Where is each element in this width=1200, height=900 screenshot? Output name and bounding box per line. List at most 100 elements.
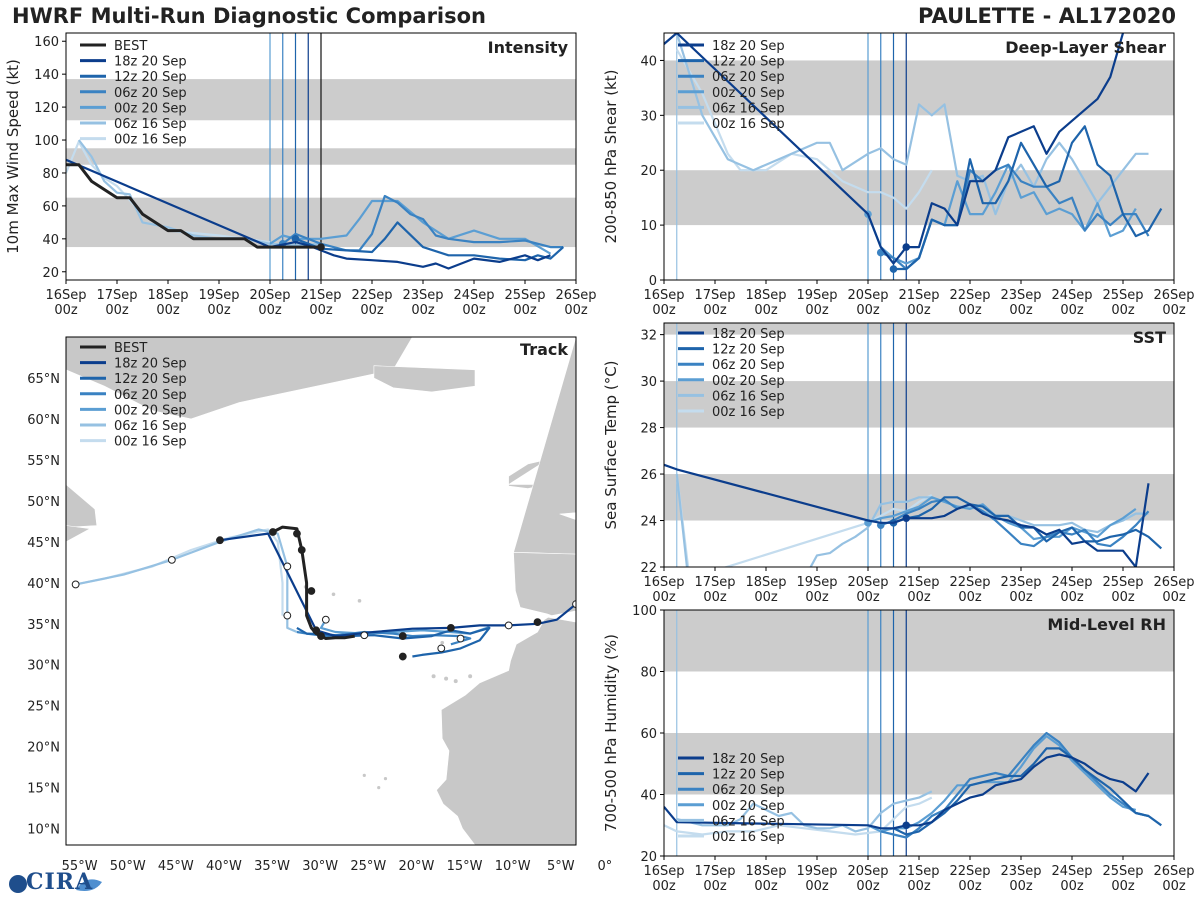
intensity-series-06z-20-sep	[282, 194, 564, 252]
track-point-06z-20-sep-0	[360, 631, 369, 640]
track-lon-label: 55°W	[62, 859, 98, 874]
track-point-12z-20-sep-2	[398, 652, 407, 661]
rh-xtick-label: 00z	[703, 879, 727, 894]
rh-xtick-label: 00z	[1162, 879, 1186, 894]
track-lon-label: 45°W	[158, 859, 194, 874]
cape-verde-island-0	[362, 773, 366, 777]
rh-marker-18z-20-sep-0	[902, 821, 911, 830]
shear-title: Deep-Layer Shear	[1005, 38, 1166, 57]
shear-xtick-label: 00z	[1162, 303, 1186, 318]
track-point-18z-20-sep-3	[504, 621, 513, 630]
sst-ytick-label: 26	[640, 468, 657, 483]
shear-xtick-label: 00z	[805, 303, 829, 318]
shear-series-12z-20-sep	[893, 125, 1163, 271]
intensity-xtick-label: 22Sep	[351, 288, 392, 303]
sst-band-1	[664, 381, 1174, 428]
intensity-ytick-label: 160	[34, 35, 59, 50]
shear-xtick-label: 00z	[856, 303, 880, 318]
rh-band-1	[664, 610, 1174, 672]
track-point-06z-16-sep-1	[167, 555, 176, 564]
intensity-series-best	[66, 163, 321, 249]
intensity-ytick-label: 120	[34, 101, 59, 116]
rh-xtick-label: 23Sep	[1000, 864, 1041, 879]
intensity-marker-best-0	[317, 243, 325, 251]
sst-xtick-label: 00z	[1009, 590, 1033, 605]
track-panel: 65°N 60°N 55°N 50°N 45°N 40°N 35°N 30°N 25°N 20°N…	[27, 336, 612, 874]
canary-island-2	[468, 674, 473, 679]
sst-ytick-label: 22	[640, 561, 657, 576]
track-lon-label: 20°W	[398, 859, 434, 874]
track-legend-label-18z-20-sep: 18z 20 Sep	[114, 357, 187, 372]
rh-series-12z-20-sep	[893, 747, 1162, 836]
track-lat-label: 30°N	[27, 659, 60, 674]
track-point-best-2	[297, 546, 306, 554]
intensity-xtick-label: 00z	[564, 303, 588, 318]
track-point-06z-16-sep-0	[71, 580, 80, 589]
rh-xtick-label: 00z	[907, 879, 931, 894]
cape-verde-island-2	[383, 777, 388, 781]
shear-xtick-label: 00z	[652, 303, 676, 318]
shear-ytick-label: 10	[640, 219, 657, 234]
sst-xtick-label: 22Sep	[949, 575, 990, 590]
shear-xtick-label: 23Sep	[1000, 288, 1041, 303]
shear-xtick-label: 00z	[754, 303, 778, 318]
rh-ytick-label: 40	[640, 789, 657, 804]
intensity-series-00z-16-sep	[66, 140, 271, 244]
rh-xtick-label: 16Sep	[643, 864, 684, 879]
sst-xtick-label: 00z	[652, 590, 676, 605]
track-lon-label: 25°W	[350, 859, 386, 874]
track-point-18z-20-sep-1	[312, 626, 321, 635]
track-lat-label: 15°N	[27, 782, 60, 797]
sst-panel: 22242628303216Sep00z17Sep00z18Sep00z19Se…	[602, 322, 1195, 605]
sst-xtick-label: 24Sep	[1051, 575, 1092, 590]
sst-legend-label-18z-20-sep: 18z 20 Sep	[712, 327, 785, 342]
track-legend-label-12z-20-sep: 12z 20 Sep	[114, 372, 187, 387]
track-point-06z-16-sep-3	[283, 611, 292, 620]
canary-island-1	[453, 679, 458, 684]
intensity-xtick-label: 00z	[54, 303, 78, 318]
intensity-legend-label-12z-20-sep: 12z 20 Sep	[114, 70, 187, 85]
intensity-ylabel: 10m Max Wind Speed (kt)	[4, 59, 22, 254]
track-line-best	[272, 525, 355, 640]
rh-legend-label-06z-16-sep: 06z 16 Sep	[712, 814, 785, 829]
intensity-xtick-label: 00z	[156, 303, 180, 318]
track-point-12z-20-sep-1	[437, 644, 446, 653]
shear-xtick-label: 19Sep	[796, 288, 837, 303]
track-frame	[65, 336, 577, 846]
track-lon-label: 10°W	[495, 859, 531, 874]
intensity-legend-label-00z-20-sep: 00z 20 Sep	[114, 101, 187, 116]
canary-island-3	[431, 674, 436, 679]
sst-marker-18z-20-sep-0	[902, 514, 911, 522]
sst-xtick-label: 19Sep	[796, 575, 837, 590]
shear-xtick-label: 17Sep	[694, 288, 735, 303]
track-legend-label-06z-16-sep: 06z 16 Sep	[114, 419, 187, 434]
rh-xtick-label: 18Sep	[745, 864, 786, 879]
sst-xtick-label: 18Sep	[745, 575, 786, 590]
track-point-18z-20-sep-0	[216, 536, 224, 545]
sst-ytick-label: 28	[640, 422, 657, 437]
intensity-legend-label-06z-20-sep: 06z 20 Sep	[114, 86, 187, 101]
track-legend-label-00z-20-sep: 00z 20 Sep	[114, 403, 187, 418]
sst-xtick-label: 00z	[958, 590, 982, 605]
sst-ytick-label: 32	[640, 329, 657, 344]
sst-legend-label-06z-16-sep: 06z 16 Sep	[712, 389, 785, 404]
rh-xtick-label: 20Sep	[847, 864, 888, 879]
rh-xtick-label: 00z	[1009, 879, 1033, 894]
sst-xtick-label: 00z	[805, 590, 829, 605]
rh-legend-label-06z-20-sep: 06z 20 Sep	[712, 783, 785, 798]
rh-ytick-label: 60	[640, 727, 657, 742]
africa-landmass	[436, 616, 576, 845]
rh-legend-label-00z-20-sep: 00z 20 Sep	[712, 799, 785, 814]
sst-legend-label-12z-20-sep: 12z 20 Sep	[712, 343, 785, 358]
shear-legend-label-18z-20-sep: 18z 20 Sep	[712, 39, 785, 54]
track-lat-label: 50°N	[27, 495, 60, 510]
sst-xtick-label: 00z	[1162, 590, 1186, 605]
rh-ytick-label: 20	[640, 850, 657, 865]
atlantic-island-1	[357, 599, 362, 603]
intensity-ytick-label: 100	[34, 134, 59, 149]
sst-xtick-label: 23Sep	[1000, 575, 1041, 590]
figure-title: HWRF Multi-Run Diagnostic Comparison	[12, 4, 487, 28]
intensity-plot-area	[66, 33, 576, 280]
track-title: Track	[520, 340, 568, 359]
shear-marker-12z-20-sep-0	[889, 265, 898, 273]
